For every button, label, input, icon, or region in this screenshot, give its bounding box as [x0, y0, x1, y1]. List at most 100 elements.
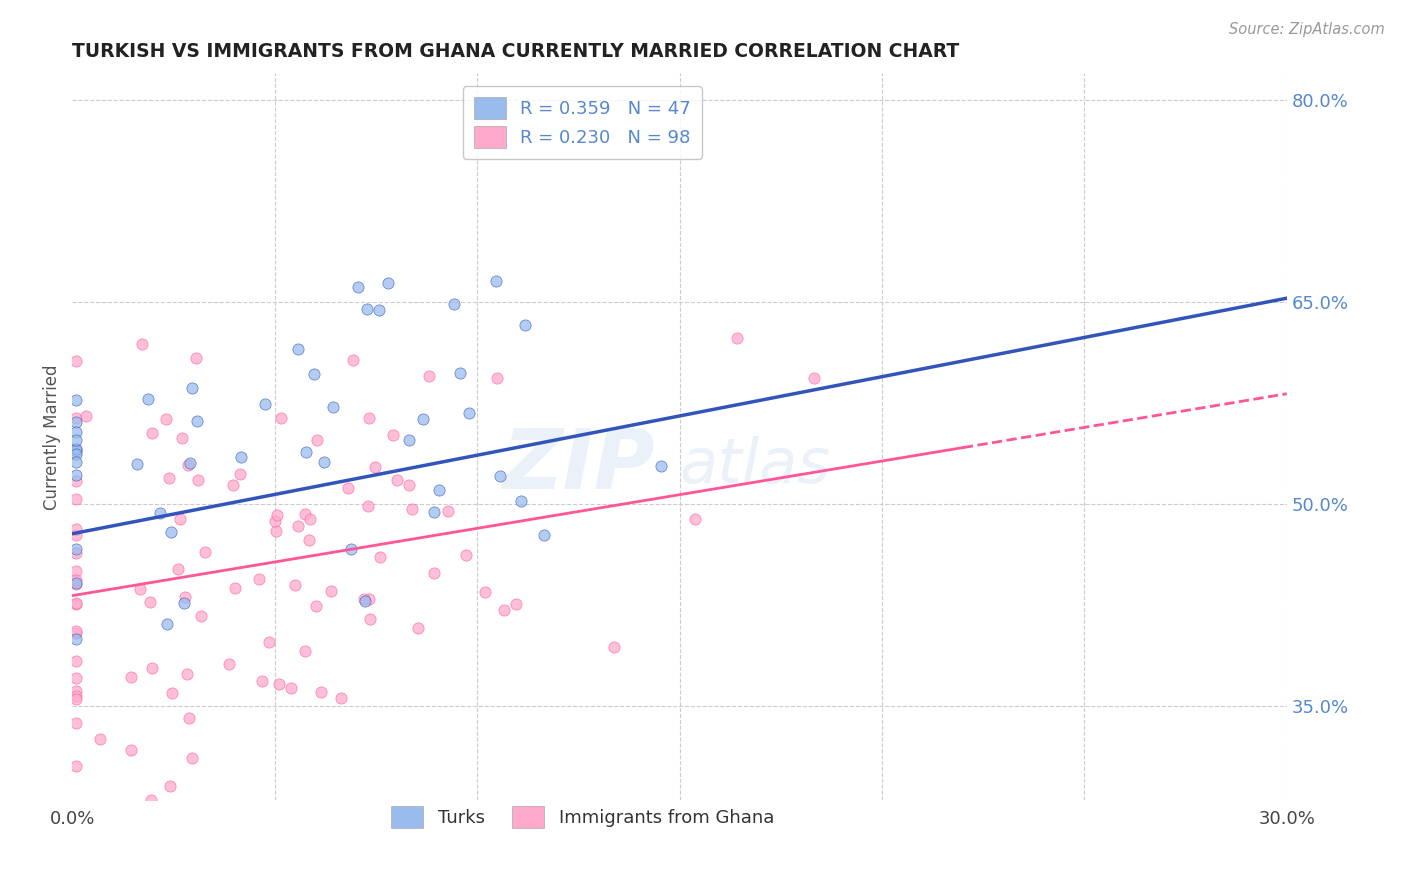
Point	[149, 506, 172, 520]
Point	[257, 635, 280, 649]
Point	[294, 644, 316, 658]
Point	[330, 691, 353, 706]
Point	[65, 573, 87, 587]
Point	[131, 336, 153, 351]
Point	[252, 673, 274, 688]
Legend: Turks, Immigrants from Ghana: Turks, Immigrants from Ghana	[384, 798, 782, 835]
Point	[136, 392, 159, 406]
Point	[346, 280, 368, 294]
Point	[299, 512, 322, 526]
Point	[423, 566, 446, 580]
Point	[65, 626, 87, 640]
Text: TURKISH VS IMMIGRANTS FROM GHANA CURRENTLY MARRIED CORRELATION CHART: TURKISH VS IMMIGRANTS FROM GHANA CURRENT…	[72, 42, 959, 61]
Point	[381, 427, 404, 442]
Point	[65, 653, 87, 667]
Point	[254, 397, 277, 411]
Point	[180, 381, 202, 395]
Point	[336, 481, 359, 495]
Point	[65, 393, 87, 408]
Point	[75, 409, 97, 423]
Point	[156, 617, 179, 632]
Point	[179, 710, 201, 724]
Point	[190, 608, 212, 623]
Point	[305, 599, 328, 613]
Point	[314, 455, 336, 469]
Point	[157, 471, 180, 485]
Point	[685, 512, 707, 526]
Point	[160, 524, 183, 539]
Point	[339, 541, 361, 556]
Point	[725, 331, 748, 345]
Point	[229, 467, 252, 481]
Point	[159, 779, 181, 793]
Y-axis label: Currently Married: Currently Married	[44, 364, 60, 509]
Point	[650, 458, 672, 473]
Point	[319, 584, 342, 599]
Point	[65, 415, 87, 429]
Point	[65, 411, 87, 425]
Point	[364, 460, 387, 475]
Point	[65, 576, 87, 591]
Point	[602, 640, 624, 654]
Point	[141, 661, 163, 675]
Point	[458, 406, 481, 420]
Point	[160, 686, 183, 700]
Point	[284, 578, 307, 592]
Point	[65, 442, 87, 456]
Point	[89, 731, 111, 746]
Point	[65, 528, 87, 542]
Point	[218, 657, 240, 671]
Point	[294, 507, 316, 521]
Point	[423, 504, 446, 518]
Point	[484, 274, 506, 288]
Point	[505, 598, 527, 612]
Point	[129, 582, 152, 596]
Point	[266, 508, 288, 522]
Point	[65, 474, 87, 488]
Point	[181, 751, 204, 765]
Point	[65, 671, 87, 685]
Point	[139, 595, 162, 609]
Point	[179, 456, 201, 470]
Point	[264, 524, 287, 538]
Point	[155, 411, 177, 425]
Point	[120, 670, 142, 684]
Point	[65, 565, 87, 579]
Point	[65, 684, 87, 698]
Point	[353, 591, 375, 606]
Text: Source: ZipAtlas.com: Source: ZipAtlas.com	[1229, 22, 1385, 37]
Point	[65, 692, 87, 706]
Point	[65, 425, 87, 439]
Point	[377, 276, 399, 290]
Text: ZIP: ZIP	[502, 425, 655, 507]
Point	[65, 715, 87, 730]
Point	[65, 596, 87, 610]
Point	[418, 369, 440, 384]
Point	[65, 447, 87, 461]
Point	[357, 499, 380, 513]
Point	[65, 354, 87, 368]
Point	[65, 542, 87, 557]
Point	[65, 442, 87, 457]
Point	[166, 562, 188, 576]
Point	[170, 431, 193, 445]
Point	[141, 426, 163, 441]
Point	[322, 400, 344, 414]
Point	[247, 572, 270, 586]
Point	[194, 545, 217, 559]
Point	[298, 533, 321, 548]
Point	[485, 370, 508, 384]
Point	[309, 685, 332, 699]
Point	[120, 743, 142, 757]
Point	[398, 434, 420, 448]
Point	[398, 477, 420, 491]
Point	[269, 677, 291, 691]
Point	[443, 296, 465, 310]
Point	[359, 592, 381, 607]
Point	[449, 366, 471, 380]
Point	[65, 689, 87, 703]
Point	[139, 793, 162, 807]
Point	[302, 367, 325, 381]
Point	[229, 450, 252, 464]
Point	[287, 342, 309, 356]
